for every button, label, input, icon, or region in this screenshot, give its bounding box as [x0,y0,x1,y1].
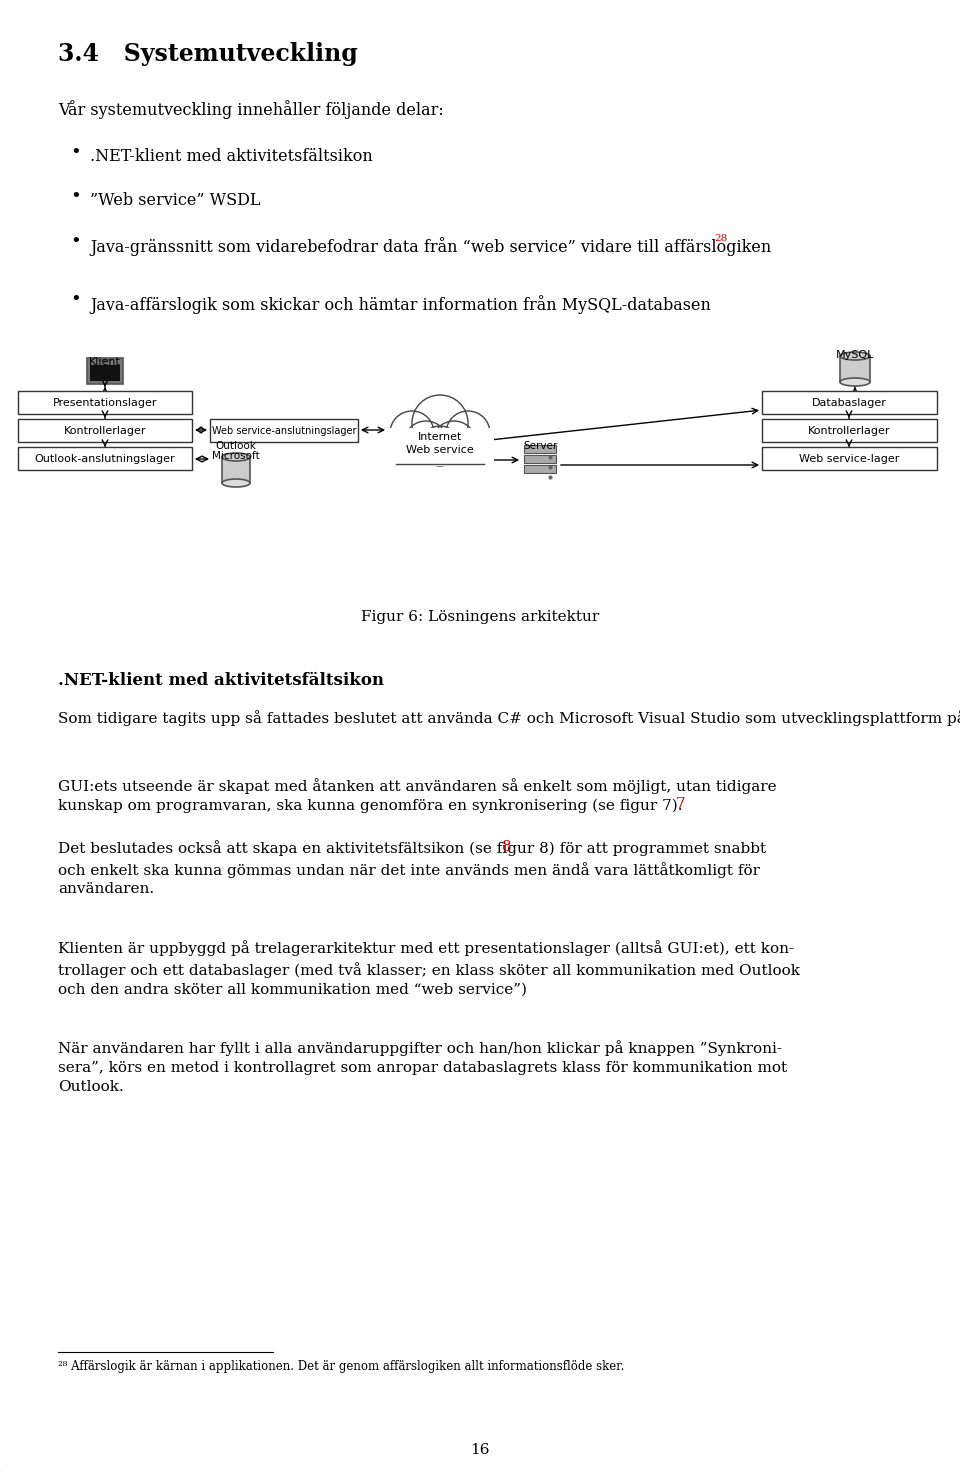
Ellipse shape [840,378,870,386]
FancyBboxPatch shape [524,455,556,464]
Circle shape [404,421,448,465]
Text: Vår systemutveckling innehåller följande delar:: Vår systemutveckling innehåller följande… [58,100,444,119]
Ellipse shape [222,478,250,487]
Circle shape [390,411,434,455]
Text: Web service-lager: Web service-lager [800,453,900,464]
Text: 28: 28 [714,234,728,243]
Text: •: • [70,291,81,309]
Text: Figur 6: Lösningens arkitektur: Figur 6: Lösningens arkitektur [361,609,599,624]
Text: Outlook-anslutningslager: Outlook-anslutningslager [35,453,176,464]
Text: 8: 8 [502,841,512,854]
FancyBboxPatch shape [18,447,192,470]
Text: Kontrollerlager: Kontrollerlager [808,425,891,436]
FancyBboxPatch shape [222,456,250,483]
Text: Java-affärslogik som skickar och hämtar information från MySQL-databasen: Java-affärslogik som skickar och hämtar … [90,294,710,314]
FancyBboxPatch shape [524,445,556,453]
FancyBboxPatch shape [524,465,556,473]
FancyBboxPatch shape [18,420,192,442]
FancyBboxPatch shape [762,392,937,414]
FancyBboxPatch shape [762,447,937,470]
Text: MySQL: MySQL [836,350,875,361]
Text: Java-gränssnitt som vidarebefodrar data från “web service” vidare till affärslog: Java-gränssnitt som vidarebefodrar data … [90,237,771,256]
Circle shape [412,394,468,450]
Circle shape [446,411,490,455]
Bar [386,428,494,467]
FancyBboxPatch shape [762,420,937,442]
Text: .NET-klient med aktivitetsfältsikon: .NET-klient med aktivitetsfältsikon [90,149,372,165]
Text: Kontrollerlager: Kontrollerlager [63,425,146,436]
Text: .NET-klient med aktivitetsfältsikon: .NET-klient med aktivitetsfältsikon [58,673,384,689]
Ellipse shape [222,453,250,461]
Circle shape [432,421,476,465]
Text: Databaslager: Databaslager [812,397,887,408]
Text: 16: 16 [470,1443,490,1457]
Text: ”Web service” WSDL: ”Web service” WSDL [90,191,260,209]
Text: Klienten är uppbyggd på trelagerarkitektur med ett presentationslager (alltså GU: Klienten är uppbyggd på trelagerarkitekt… [58,941,800,997]
Text: •: • [70,233,81,252]
FancyBboxPatch shape [18,392,192,414]
Text: ²⁸ Affärslogik är kärnan i applikationen. Det är genom affärslogiken allt inform: ²⁸ Affärslogik är kärnan i applikationen… [58,1360,624,1373]
FancyBboxPatch shape [87,358,123,384]
FancyBboxPatch shape [210,420,358,442]
Text: Server: Server [523,442,557,450]
Text: 7: 7 [676,796,685,811]
Text: •: • [70,188,81,206]
Circle shape [420,425,460,467]
Text: 3.4   Systemutveckling: 3.4 Systemutveckling [58,43,358,66]
Text: Det beslutades också att skapa en aktivitetsfältsikon (se figur 8) för att progr: Det beslutades också att skapa en aktivi… [58,841,766,896]
Ellipse shape [840,352,870,361]
Text: Microsoft: Microsoft [212,450,260,461]
Text: •: • [70,144,81,162]
Text: Web service: Web service [406,445,474,455]
Text: Presentationslager: Presentationslager [53,397,157,408]
Text: Klient: Klient [89,358,121,367]
Text: Internet: Internet [418,431,462,442]
FancyBboxPatch shape [90,365,120,381]
FancyBboxPatch shape [840,356,870,383]
Text: Som tidigare tagits upp så fattades beslutet att använda C# och Microsoft Visual: Som tidigare tagits upp så fattades besl… [58,710,960,726]
Text: Web service-anslutningslager: Web service-anslutningslager [212,425,356,436]
Text: När användaren har fyllt i alla användaruppgifter och han/hon klickar på knappen: När användaren har fyllt i alla användar… [58,1041,787,1094]
Text: GUI:ets utseende är skapat med åtanken att användaren så enkelt som möjligt, uta: GUI:ets utseende är skapat med åtanken a… [58,779,777,814]
Text: Outlook: Outlook [216,442,256,450]
